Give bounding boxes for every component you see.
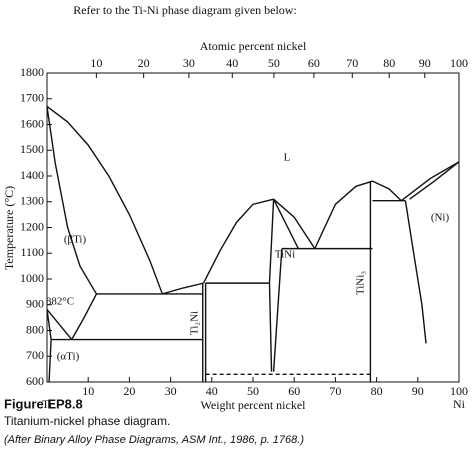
x-tick-label: 70 xyxy=(329,384,341,398)
x-tick-label: 30 xyxy=(165,384,177,398)
plot-frame xyxy=(46,72,460,383)
x2-tick-label: 80 xyxy=(383,56,395,70)
y-tick-label: 900 xyxy=(26,297,44,311)
x-tick-label: 50 xyxy=(247,384,259,398)
phase-boundary xyxy=(268,199,275,284)
x-tick-label: 40 xyxy=(206,384,218,398)
end-label: Ti xyxy=(42,397,53,411)
figure-label: Figure EP8.8 xyxy=(4,396,83,411)
x-tick-label: 60 xyxy=(288,384,300,398)
x-tick-label: 100 xyxy=(450,384,468,398)
region-label: 882°C xyxy=(46,296,74,308)
caption: Titanium-nickel phase diagram. xyxy=(4,414,170,428)
y-tick-label: 600 xyxy=(26,374,44,388)
region-label: L xyxy=(284,152,291,164)
x-tick-label: 80 xyxy=(371,384,383,398)
phase-boundary xyxy=(46,105,164,295)
x2-tick-label: 50 xyxy=(268,56,280,70)
y-tick-label: 1200 xyxy=(20,219,44,233)
x2-tick-label: 70 xyxy=(346,56,358,70)
phase-boundary xyxy=(272,248,283,372)
phase-boundary xyxy=(314,180,373,249)
region-label: TiNi xyxy=(275,249,295,261)
y-tick-label: 1100 xyxy=(20,245,44,259)
y-tick-label: 1400 xyxy=(20,168,44,182)
source: (After Binary Alloy Phase Diagrams, ASM … xyxy=(4,434,304,446)
phase-boundary xyxy=(400,161,460,202)
region-label: (Ni) xyxy=(431,212,450,224)
x2-tick-label: 30 xyxy=(183,56,195,70)
phase-boundary xyxy=(46,308,73,340)
x2-tick-label: 20 xyxy=(138,56,150,70)
x2-tick-label: 60 xyxy=(308,56,320,70)
y-tick-label: 700 xyxy=(26,348,44,362)
y-tick-label: 1800 xyxy=(20,65,44,79)
x2-tick-label: 40 xyxy=(226,56,238,70)
x-tick-label: 10 xyxy=(82,384,94,398)
phase-boundary xyxy=(372,180,402,202)
region-label: (βTi) xyxy=(64,234,87,246)
phase-boundary xyxy=(162,282,204,295)
end-label: Ni xyxy=(453,397,466,411)
x-tick-label: 20 xyxy=(123,384,135,398)
x2-tick-label: 10 xyxy=(90,56,102,70)
x-label: Weight percent nickel xyxy=(201,398,307,412)
phase-boundary xyxy=(273,198,316,249)
y-tick-label: 800 xyxy=(26,322,44,336)
header: Refer to the Ti-Ni phase diagram given b… xyxy=(73,3,297,17)
phase-boundary xyxy=(268,283,273,372)
x2-label: Atomic percent nickel xyxy=(200,39,307,53)
x2-tick-label: 100 xyxy=(450,56,468,70)
phase-boundary xyxy=(46,106,98,295)
y-tick-label: 1700 xyxy=(20,91,44,105)
region-label: (αTi) xyxy=(57,351,80,363)
y-tick-label: 1000 xyxy=(20,271,44,285)
phase-boundary xyxy=(71,293,98,340)
region-label: Ti₂Ni xyxy=(189,311,201,335)
phase-boundary xyxy=(409,161,460,200)
phase-boundary xyxy=(46,309,52,340)
y-tick-label: 1300 xyxy=(20,194,44,208)
y-tick-label: 1500 xyxy=(20,142,44,156)
phase-boundary xyxy=(404,200,427,344)
y-tick-label: 1600 xyxy=(20,116,44,130)
phase-boundary xyxy=(272,198,299,249)
phase-boundary xyxy=(202,198,274,284)
x2-tick-label: 90 xyxy=(419,56,431,70)
x-tick-label: 90 xyxy=(412,384,424,398)
y-label: Temperature (°C) xyxy=(2,186,16,270)
region-label: TiNi₃ xyxy=(355,271,367,295)
phase-boundary xyxy=(48,339,52,383)
